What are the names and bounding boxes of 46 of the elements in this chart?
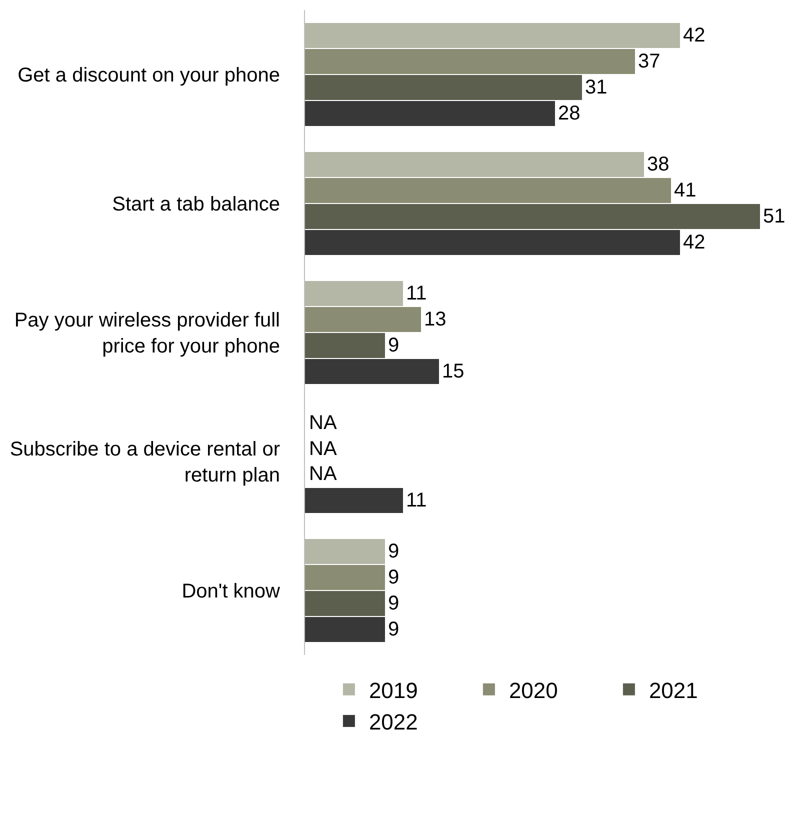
legend-label: 2019: [368, 678, 418, 703]
bar: [305, 204, 760, 229]
data-label: 42: [683, 232, 706, 254]
bar: [305, 281, 403, 306]
bar: [305, 101, 555, 126]
data-label: 11: [406, 282, 427, 304]
data-label: 9: [388, 566, 400, 588]
bar: [305, 49, 635, 74]
data-label: 38: [647, 154, 670, 176]
y-tick-label: Subscribe to a device rental or return plan: [10, 438, 280, 486]
bar: [305, 230, 680, 255]
y-tick-label: Don't know: [182, 580, 281, 602]
bar: [305, 565, 385, 590]
bar: [305, 178, 671, 203]
data-label: 37: [638, 50, 660, 72]
bar: [305, 152, 644, 177]
bar: [305, 591, 385, 616]
bar: [305, 23, 680, 48]
bar: [305, 617, 385, 642]
bar: [305, 333, 385, 358]
legend-label: 2021: [648, 678, 698, 703]
text: NA: [309, 438, 337, 460]
legend-label: 2020: [508, 678, 558, 703]
bar: [305, 75, 582, 100]
text: NA: [309, 463, 337, 485]
bar: [305, 307, 421, 332]
data-label: 41: [674, 180, 696, 202]
bar: [305, 359, 439, 384]
data-label: 15: [442, 360, 464, 382]
data-label: 51: [763, 206, 786, 228]
y-tick-label: Start a tab balance: [112, 194, 280, 216]
bar: [305, 488, 403, 513]
data-label: 11: [406, 490, 427, 512]
data-label: 9: [388, 592, 400, 614]
y-tick-label: Pay your wireless provider full price for your phone: [14, 310, 280, 358]
data-label: 9: [388, 540, 400, 562]
data-label: 31: [585, 76, 608, 98]
data-label: 42: [683, 24, 706, 46]
data-label: 9: [388, 334, 400, 356]
data-label: 13: [424, 308, 446, 330]
legend-label: 2022: [368, 710, 418, 735]
text: NA: [309, 412, 337, 434]
data-label: 9: [388, 618, 400, 640]
y-tick-label: Get a discount on your phone: [18, 64, 280, 86]
bar: [305, 539, 385, 564]
data-label: 28: [558, 102, 580, 124]
